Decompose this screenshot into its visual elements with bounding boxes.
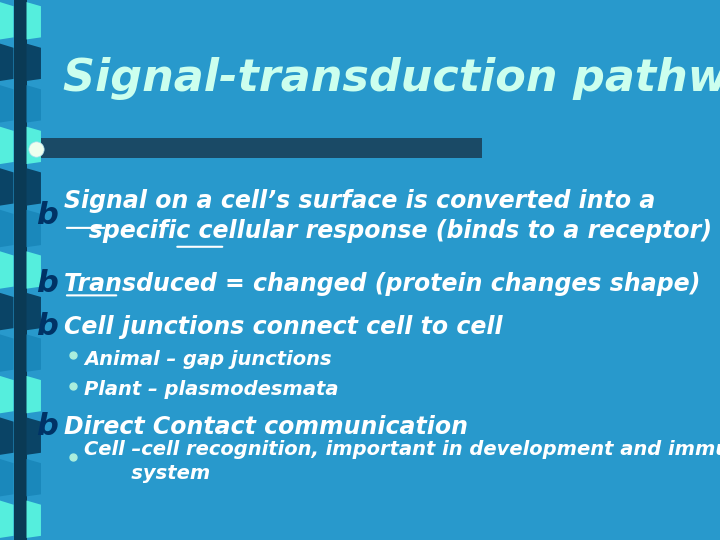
Polygon shape: [0, 2, 14, 39]
Text: Transduced = changed (protein changes shape): Transduced = changed (protein changes sh…: [64, 272, 701, 295]
Text: Cell –cell recognition, important in development and immune
       system: Cell –cell recognition, important in dev…: [84, 441, 720, 483]
Text: Signal on a cell’s surface is converted into a
   specific cellular response (bi: Signal on a cell’s surface is converted …: [64, 188, 712, 244]
Polygon shape: [27, 210, 41, 247]
Polygon shape: [0, 44, 14, 81]
Polygon shape: [27, 127, 41, 164]
Text: b: b: [36, 269, 58, 298]
Polygon shape: [0, 501, 14, 538]
Polygon shape: [0, 376, 14, 413]
Polygon shape: [27, 417, 41, 455]
Polygon shape: [0, 251, 14, 289]
Polygon shape: [0, 334, 14, 372]
Polygon shape: [27, 334, 41, 372]
Polygon shape: [0, 168, 14, 206]
Text: b: b: [36, 412, 58, 441]
Polygon shape: [27, 251, 41, 289]
Polygon shape: [0, 127, 14, 164]
Polygon shape: [27, 168, 41, 206]
Text: Cell junctions connect cell to cell: Cell junctions connect cell to cell: [64, 315, 503, 339]
Text: b: b: [36, 312, 58, 341]
Text: Animal – gap junctions: Animal – gap junctions: [84, 349, 332, 369]
Polygon shape: [27, 44, 41, 81]
Text: Plant – plasmodesmata: Plant – plasmodesmata: [84, 380, 339, 400]
Polygon shape: [0, 293, 14, 330]
Polygon shape: [27, 501, 41, 538]
FancyBboxPatch shape: [14, 0, 27, 540]
FancyBboxPatch shape: [41, 138, 482, 158]
Text: Direct Contact communication: Direct Contact communication: [64, 415, 468, 438]
Polygon shape: [0, 85, 14, 123]
Polygon shape: [0, 417, 14, 455]
Polygon shape: [27, 85, 41, 123]
Polygon shape: [27, 459, 41, 496]
Polygon shape: [0, 459, 14, 496]
Polygon shape: [27, 2, 41, 39]
Text: b: b: [36, 201, 58, 231]
Text: Signal-transduction pathway: Signal-transduction pathway: [63, 57, 720, 100]
Polygon shape: [0, 210, 14, 247]
Polygon shape: [27, 376, 41, 413]
Polygon shape: [27, 293, 41, 330]
